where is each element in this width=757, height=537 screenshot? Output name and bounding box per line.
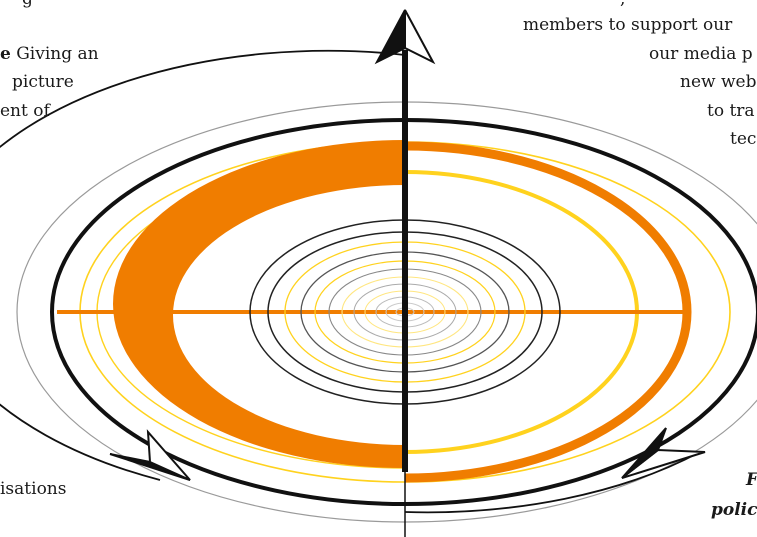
text-fragment-top-right-2: our media p xyxy=(649,44,753,64)
text-fragment-top-right-3: new web xyxy=(680,72,757,92)
right-cycle-arrow-head xyxy=(621,427,706,479)
text-fragment-top-right-4: to tra xyxy=(707,101,755,121)
text-fragment-top-left-3: ent of xyxy=(0,101,50,121)
text-fragment-top-right-0: , xyxy=(620,0,625,10)
text-fragment-top-left-2: picture xyxy=(12,72,74,92)
left-cycle-arrow-head xyxy=(109,429,191,481)
text-fragment-top-left-1: e Giving an xyxy=(0,43,99,65)
text-span: Giving an xyxy=(10,44,99,64)
text-fragment-top-right-1: members to support our xyxy=(523,15,733,35)
outer-right-cycle-arc xyxy=(404,451,701,514)
text-fragment-top-right-5: tec xyxy=(730,129,757,149)
outer-left-cycle-arc xyxy=(0,49,406,481)
left-orange-crescent xyxy=(113,140,405,468)
text-fragment-bottom-left: isations xyxy=(0,479,67,499)
text-fragment-top-left-0: g xyxy=(22,0,33,10)
up-arrow-head xyxy=(374,9,436,65)
text-fragment-bottom-right-2: polic xyxy=(711,500,757,520)
text-fragment-bottom-right-1: F xyxy=(746,470,757,490)
bold-letter: e xyxy=(0,44,11,64)
right-orange-ring xyxy=(405,141,692,483)
